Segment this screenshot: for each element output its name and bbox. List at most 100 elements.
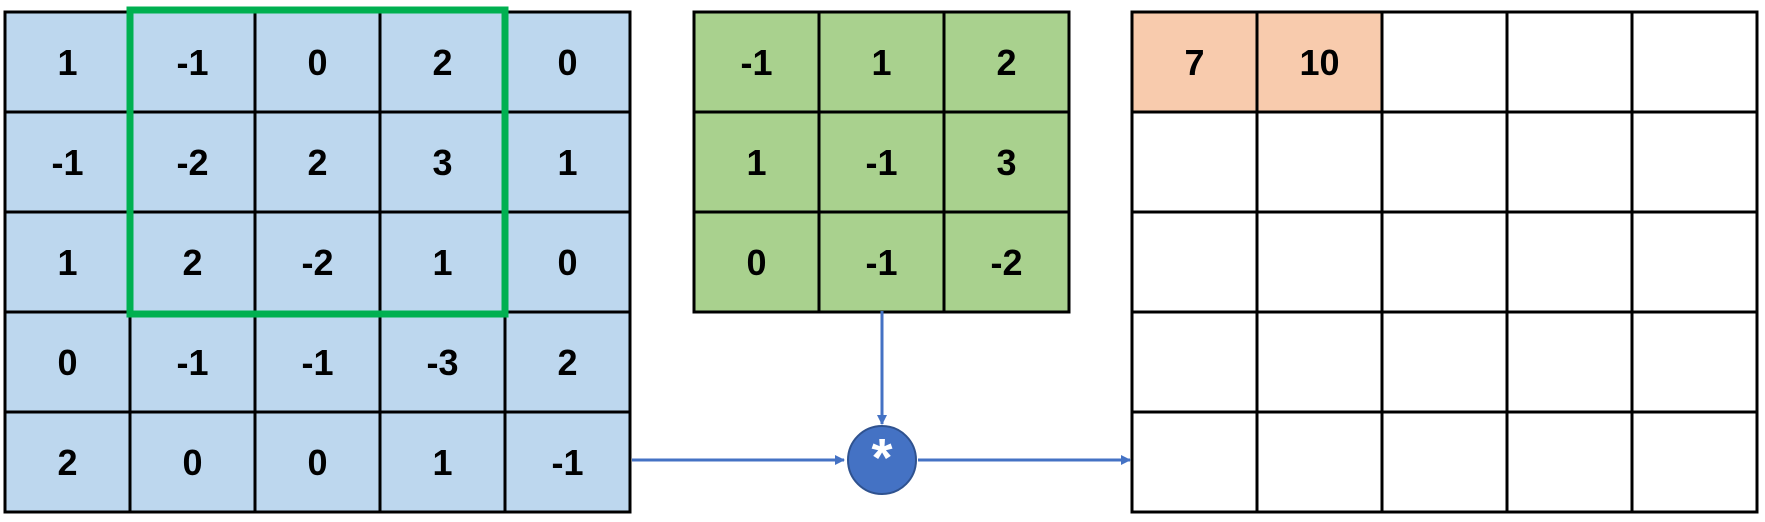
input-cell-value: 1	[557, 142, 577, 183]
input-cell-box	[253, 410, 382, 514]
output-cell-box	[1255, 310, 1384, 414]
input-cell-box	[3, 10, 132, 114]
output-cell-box	[1380, 10, 1509, 114]
output-cell-box	[1130, 210, 1259, 314]
output-cell-box	[1130, 410, 1259, 514]
kernel-cell-value: 1	[871, 42, 891, 83]
input-cell-value: 1	[432, 442, 452, 483]
input-cell: 0	[3, 310, 132, 414]
kernel-cell-box	[692, 210, 821, 314]
output-cell-box	[1380, 110, 1509, 214]
input-cell-value: -2	[176, 142, 208, 183]
output-cell	[1130, 110, 1259, 214]
output-cell-box	[1255, 110, 1384, 214]
input-cell: 0	[503, 210, 632, 314]
output-cell	[1630, 10, 1759, 114]
output-cell	[1380, 110, 1509, 214]
input-cell: 2	[253, 110, 382, 214]
input-cell: 0	[253, 410, 382, 514]
input-cell: 0	[253, 10, 382, 114]
input-cell-box	[128, 210, 257, 314]
input-cell-box	[3, 310, 132, 414]
operator-symbol: *	[871, 428, 892, 488]
input-cell-box	[503, 310, 632, 414]
kernel-cell-box	[692, 10, 821, 114]
output-cell-box	[1630, 210, 1759, 314]
input-cell-box	[3, 110, 132, 214]
input-cell: 1	[503, 110, 632, 214]
input-cell-box	[253, 310, 382, 414]
input-cell: 2	[3, 410, 132, 514]
convolution-operator-icon	[847, 425, 917, 495]
output-cell-box	[1255, 210, 1384, 314]
input-cell: -1	[3, 110, 132, 214]
input-cell-value: 1	[57, 42, 77, 83]
kernel-cell-value: -2	[990, 242, 1022, 283]
input-cell-box	[378, 210, 507, 314]
output-cell	[1255, 310, 1384, 414]
output-cell: 10	[1255, 10, 1384, 114]
output-cell	[1505, 10, 1634, 114]
convolution-operator: *	[847, 425, 917, 495]
input-cell-value: -1	[551, 442, 583, 483]
input-cell: 0	[128, 410, 257, 514]
input-cell-value: 0	[57, 342, 77, 383]
output-cell	[1130, 310, 1259, 414]
kernel-cell-value: -1	[740, 42, 772, 83]
kernel-cell: -1	[817, 210, 946, 314]
input-cell-value: 2	[57, 442, 77, 483]
input-cell-value: 0	[557, 42, 577, 83]
input-cell-value: 1	[432, 242, 452, 283]
kernel-cell: -1	[692, 10, 821, 114]
input-cell: -1	[253, 310, 382, 414]
kernel-cell-box	[942, 210, 1071, 314]
input-matrix: 1 -1 0 2 0 -1 -2 2 3 1 1 2 -2 1 0 0 -1 -1 -3 2 2 0 0 1 -1	[3, 10, 632, 514]
output-cell-box	[1630, 410, 1759, 514]
kernel-cell: 2	[942, 10, 1071, 114]
input-cell-value: 2	[307, 142, 327, 183]
input-cell-value: 1	[57, 242, 77, 283]
kernel-cell-box	[942, 110, 1071, 214]
kernel-cell-value: 0	[746, 242, 766, 283]
input-cell: -2	[128, 110, 257, 214]
input-cell: -3	[378, 310, 507, 414]
input-cell: 1	[378, 410, 507, 514]
input-cell-value: 0	[557, 242, 577, 283]
kernel-cell: 0	[692, 210, 821, 314]
output-cell	[1255, 410, 1384, 514]
input-cell-value: 2	[432, 42, 452, 83]
output-cell-box	[1505, 410, 1634, 514]
output-cell	[1380, 310, 1509, 414]
output-cell	[1505, 410, 1634, 514]
kernel-matrix: -1 1 2 1 -1 3 0 -1 -2	[692, 10, 1071, 314]
output-cell	[1505, 110, 1634, 214]
input-cell-value: -1	[51, 142, 83, 183]
input-cell: -2	[253, 210, 382, 314]
input-cell-box	[253, 110, 382, 214]
kernel-cell-value: 3	[996, 142, 1016, 183]
input-cell-value: -1	[176, 42, 208, 83]
output-cell-value: 10	[1299, 42, 1339, 83]
kernel-cell: -2	[942, 210, 1071, 314]
output-cell-box	[1505, 310, 1634, 414]
input-cell-box	[128, 310, 257, 414]
output-cell	[1505, 310, 1634, 414]
output-cell: 7	[1130, 10, 1259, 114]
kernel-cell-value: -1	[865, 142, 897, 183]
input-cell-value: -2	[301, 242, 333, 283]
input-cell: -1	[128, 310, 257, 414]
output-cell	[1630, 410, 1759, 514]
input-cell-value: -1	[301, 342, 333, 383]
output-cell-box	[1130, 10, 1259, 114]
output-cell-box	[1380, 310, 1509, 414]
output-cell-box	[1130, 110, 1259, 214]
input-cell: 2	[128, 210, 257, 314]
input-cell-box	[378, 310, 507, 414]
output-cell	[1130, 210, 1259, 314]
output-cell-box	[1505, 110, 1634, 214]
input-window-highlight	[126, 6, 509, 318]
output-cell	[1630, 110, 1759, 214]
input-cell: 0	[503, 10, 632, 114]
input-cell: 1	[3, 10, 132, 114]
